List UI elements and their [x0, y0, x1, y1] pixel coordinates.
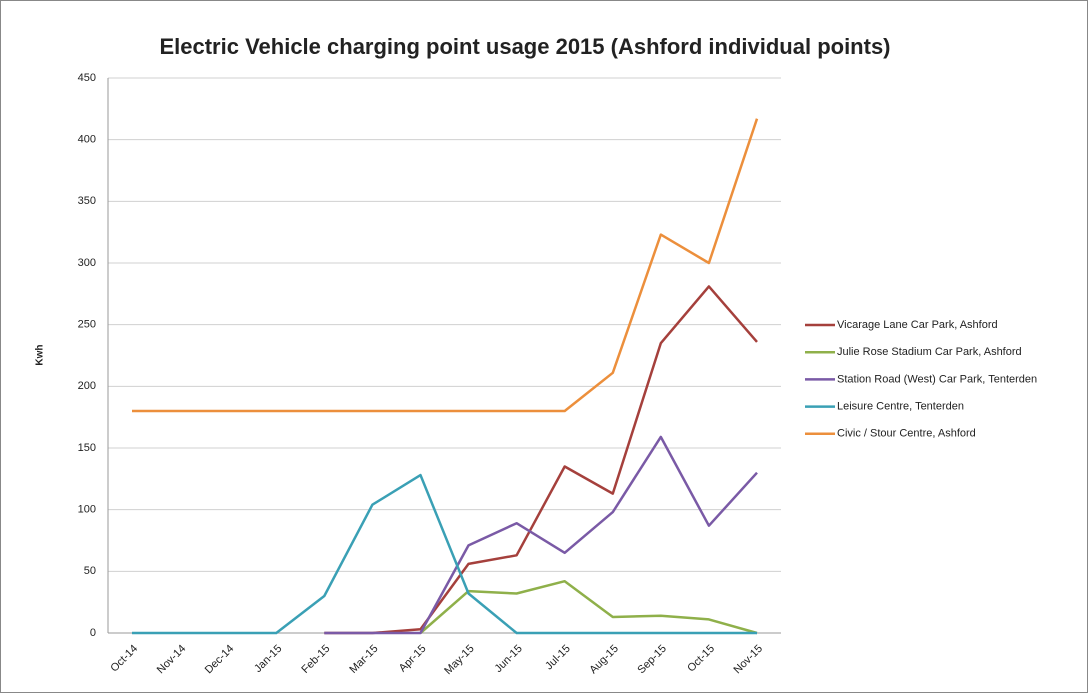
legend-label: Leisure Centre, Tenterden	[837, 401, 964, 413]
y-tick-label: 100	[78, 504, 96, 516]
y-tick-label: 200	[78, 380, 96, 392]
y-tick-label: 350	[78, 195, 96, 207]
chart-title: Electric Vehicle charging point usage 20…	[159, 34, 890, 59]
y-tick-label: 300	[78, 257, 96, 269]
y-tick-label: 250	[78, 319, 96, 331]
series-line	[132, 473, 757, 635]
series-line	[324, 285, 758, 635]
series-line	[132, 118, 759, 413]
legend-label: Vicarage Lane Car Park, Ashford	[837, 319, 998, 331]
y-tick-label: 450	[78, 72, 96, 84]
legend-label: Julie Rose Stadium Car Park, Ashford	[837, 346, 1022, 358]
y-tick-label: 50	[84, 565, 96, 577]
legend-label: Station Road (West) Car Park, Tenterden	[837, 373, 1037, 385]
y-tick-label: 0	[90, 627, 96, 639]
y-axis-label: Kwh	[35, 344, 46, 365]
series-line	[324, 435, 758, 635]
y-tick-label: 400	[78, 134, 96, 146]
y-tick-label: 150	[78, 442, 96, 454]
legend-label: Civic / Stour Centre, Ashford	[837, 428, 976, 440]
series-line	[419, 579, 758, 635]
